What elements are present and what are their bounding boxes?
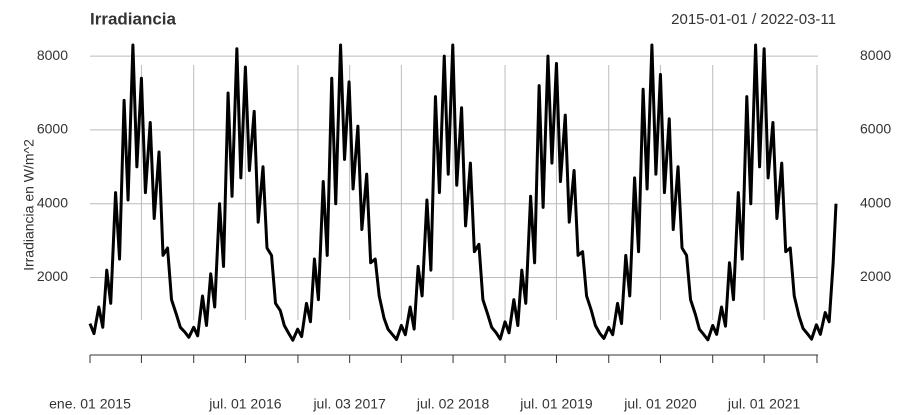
y-axis-label: Irradiancia en W/m^2 <box>21 139 37 271</box>
x-tick-label: jul. 02 2018 <box>416 396 490 412</box>
y2-tick-label: 4000 <box>860 194 891 210</box>
y2-tick-label: 8000 <box>860 47 891 63</box>
chart-title: Irradiancia <box>90 9 177 28</box>
y-tick-label: 4000 <box>37 194 68 210</box>
y-tick-label: 2000 <box>37 268 68 284</box>
x-tick-label: jul. 01 2021 <box>727 396 801 412</box>
x-tick-label: jul. 03 2017 <box>312 396 386 412</box>
x-tick-label: jul. 01 2019 <box>519 396 593 412</box>
y-tick-label: 6000 <box>37 121 68 137</box>
series-line <box>88 43 838 342</box>
x-tick-label: jul. 01 2016 <box>208 396 282 412</box>
y-tick-label: 8000 <box>37 47 68 63</box>
x-tick-label: jul. 01 2020 <box>623 396 697 412</box>
date-range: 2015-01-01 / 2022-03-11 <box>671 11 836 28</box>
x-tick-label: ene. 01 2015 <box>49 396 131 412</box>
y2-tick-label: 2000 <box>860 268 891 284</box>
y2-tick-label: 6000 <box>860 121 891 137</box>
